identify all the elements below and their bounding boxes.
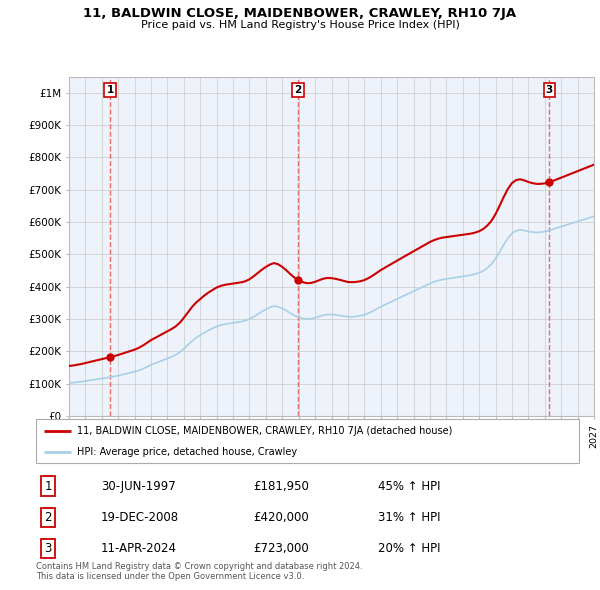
Text: 2: 2 xyxy=(295,84,302,94)
Text: 20% ↑ HPI: 20% ↑ HPI xyxy=(378,542,440,555)
Text: £420,000: £420,000 xyxy=(253,511,309,524)
Text: 2: 2 xyxy=(44,511,52,524)
Text: 31% ↑ HPI: 31% ↑ HPI xyxy=(378,511,440,524)
Text: 3: 3 xyxy=(44,542,52,555)
Text: 1: 1 xyxy=(44,480,52,493)
Text: 11, BALDWIN CLOSE, MAIDENBOWER, CRAWLEY, RH10 7JA (detached house): 11, BALDWIN CLOSE, MAIDENBOWER, CRAWLEY,… xyxy=(77,426,452,436)
Text: Price paid vs. HM Land Registry's House Price Index (HPI): Price paid vs. HM Land Registry's House … xyxy=(140,20,460,30)
Text: 11, BALDWIN CLOSE, MAIDENBOWER, CRAWLEY, RH10 7JA: 11, BALDWIN CLOSE, MAIDENBOWER, CRAWLEY,… xyxy=(83,7,517,20)
Text: £181,950: £181,950 xyxy=(253,480,309,493)
Text: 45% ↑ HPI: 45% ↑ HPI xyxy=(378,480,440,493)
Text: HPI: Average price, detached house, Crawley: HPI: Average price, detached house, Craw… xyxy=(77,447,297,457)
Text: 3: 3 xyxy=(546,84,553,94)
Text: 19-DEC-2008: 19-DEC-2008 xyxy=(101,511,179,524)
FancyBboxPatch shape xyxy=(36,419,579,463)
Text: 1: 1 xyxy=(106,84,113,94)
Text: £723,000: £723,000 xyxy=(253,542,309,555)
Text: Contains HM Land Registry data © Crown copyright and database right 2024.
This d: Contains HM Land Registry data © Crown c… xyxy=(36,562,362,581)
Text: 30-JUN-1997: 30-JUN-1997 xyxy=(101,480,176,493)
Text: 11-APR-2024: 11-APR-2024 xyxy=(101,542,177,555)
